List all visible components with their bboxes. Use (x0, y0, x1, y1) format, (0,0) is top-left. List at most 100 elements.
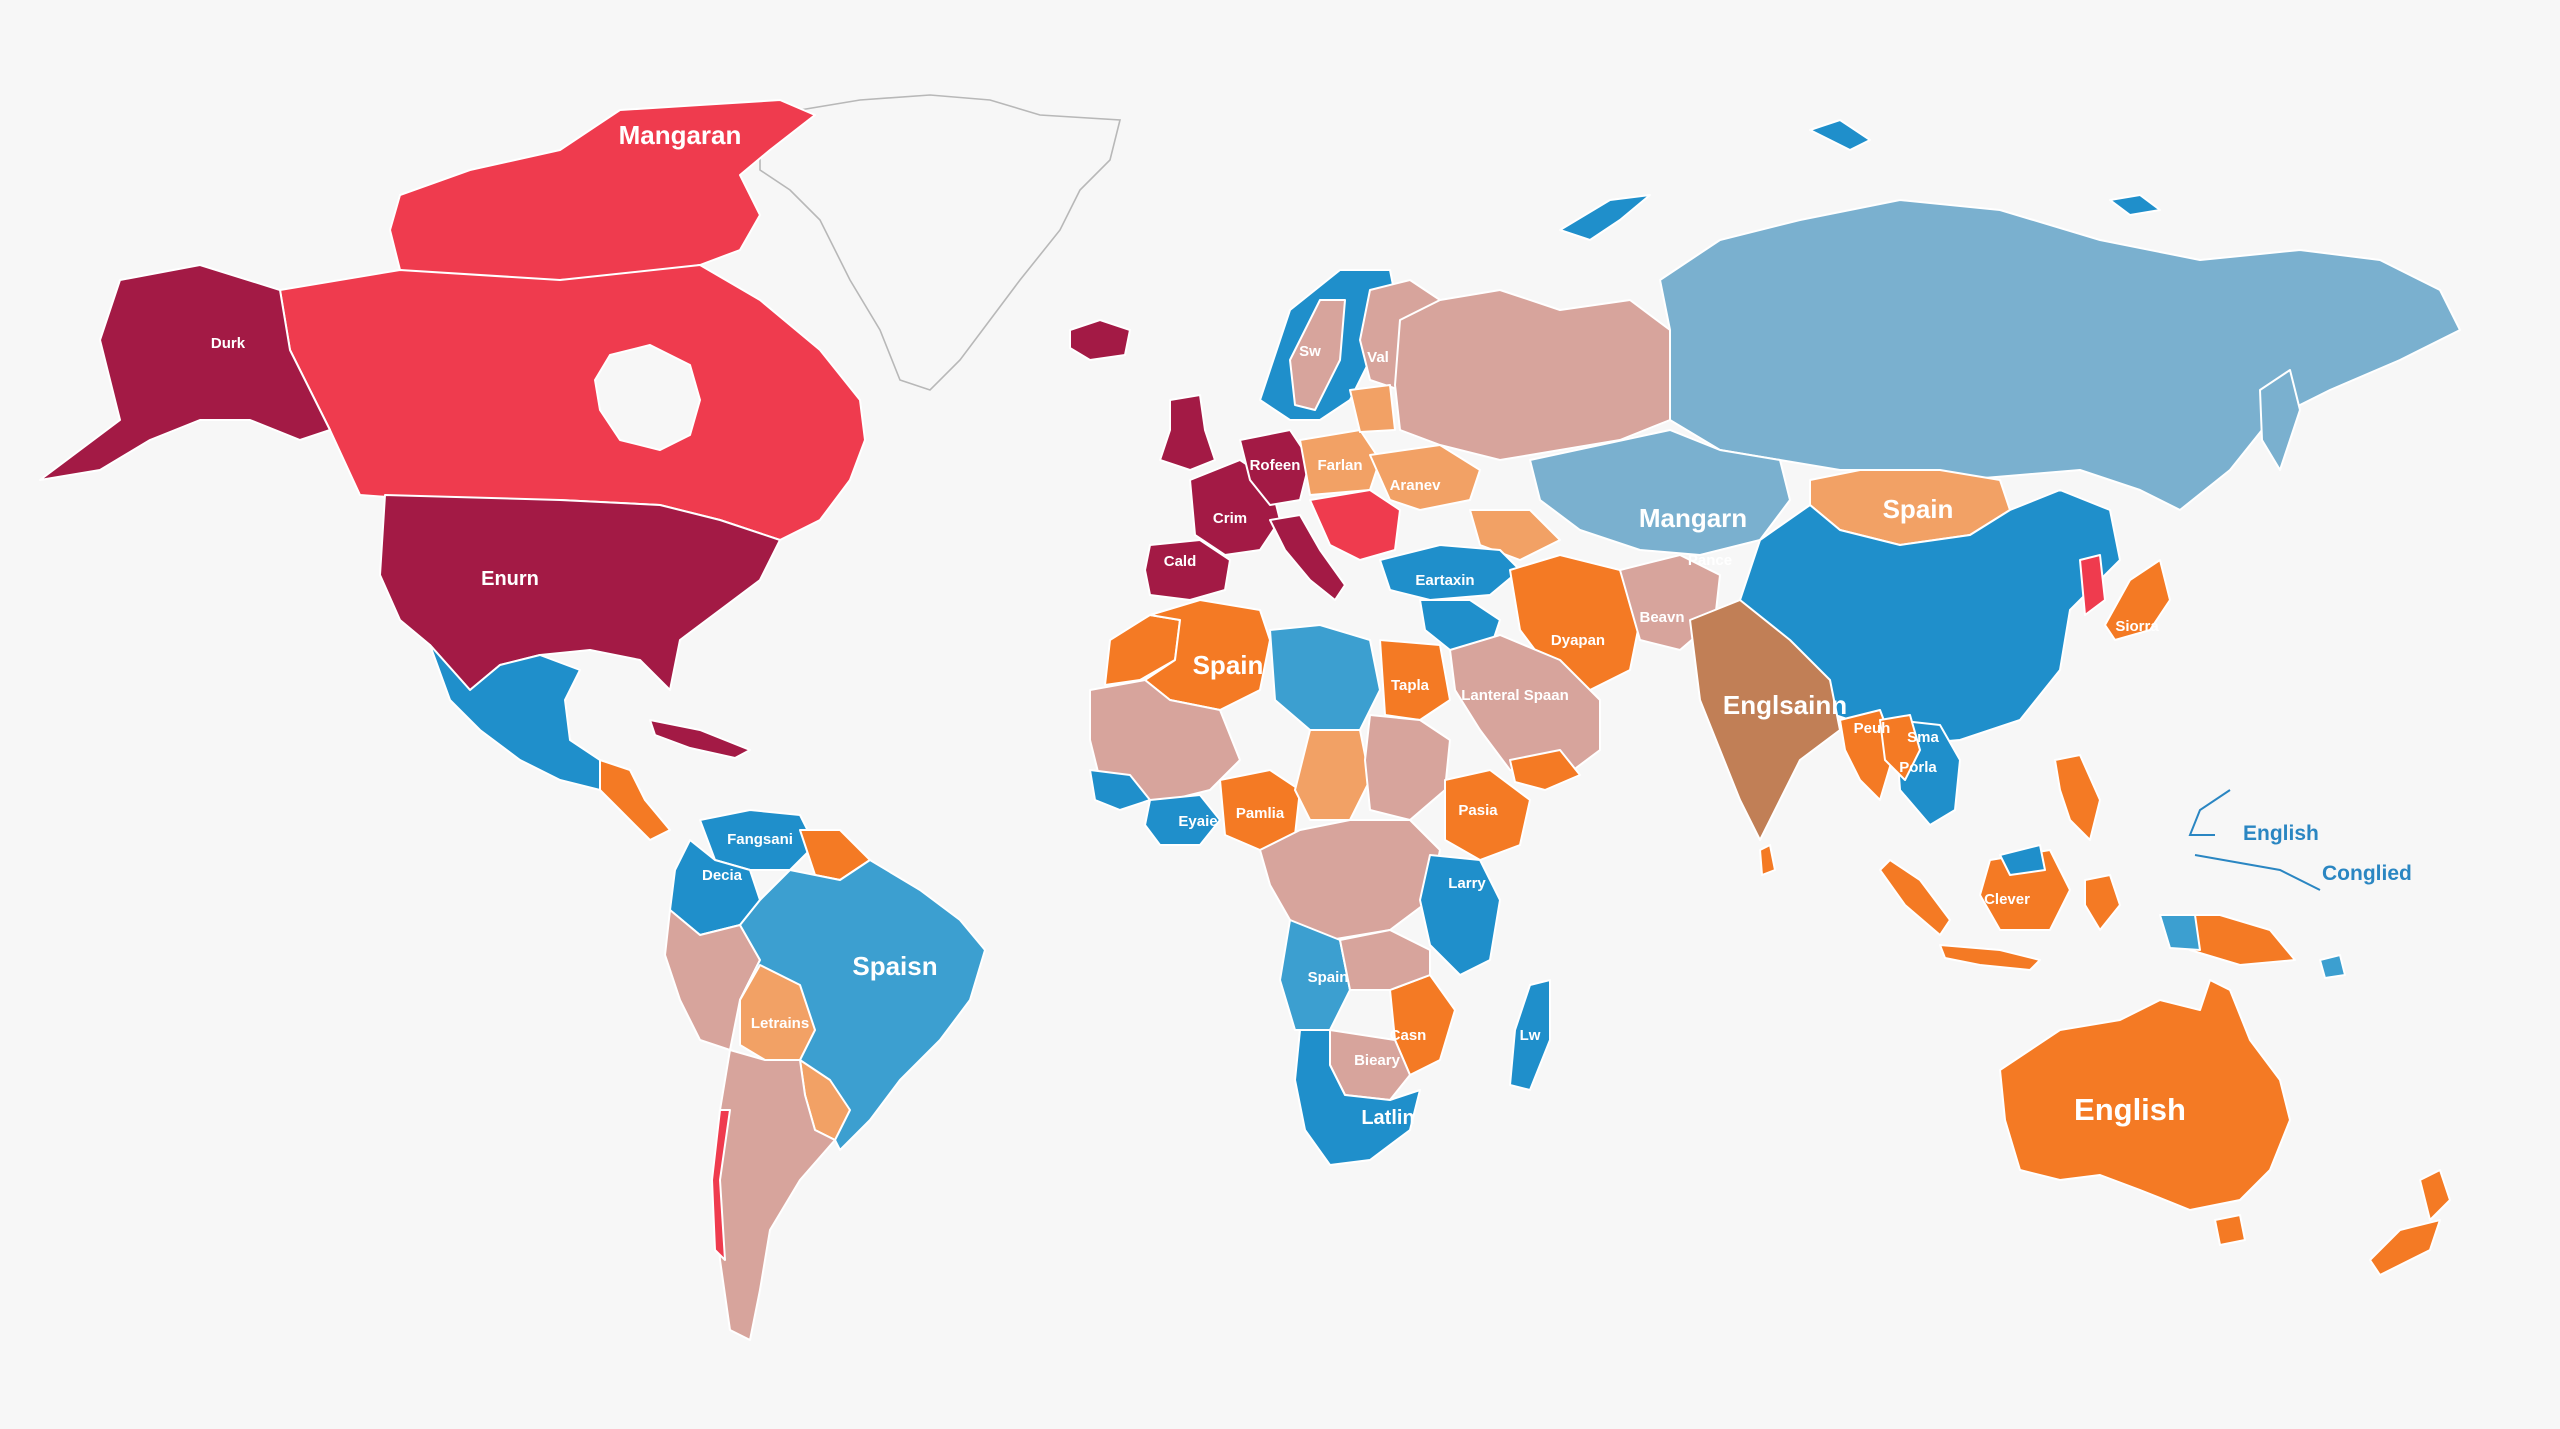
callout-label-english: English (2243, 822, 2319, 845)
region-arctic-islands-3 (2109, 194, 2161, 216)
label-colombia: Decia (702, 867, 743, 884)
region-philippines (2054, 754, 2101, 841)
label-caucasus: Pance (1688, 552, 1732, 569)
region-caucasus (1469, 509, 1561, 561)
label-poland: Farlan (1317, 457, 1362, 474)
region-thailand (1879, 714, 1921, 781)
label-madagascar: Lw (1520, 1027, 1541, 1044)
label-mongolia: Spain (1883, 494, 1954, 524)
region-hudson-bay (594, 344, 701, 451)
label-nigeria: Pamlia (1236, 805, 1285, 822)
label-india: Englsainn (1723, 690, 1847, 720)
region-libya (1269, 624, 1381, 731)
region-chile (711, 1109, 731, 1261)
greenland-outline (759, 94, 1122, 391)
label-angola: Spain (1308, 969, 1349, 986)
region-balkans (1309, 489, 1401, 561)
region-chad (1294, 729, 1371, 821)
region-tasmania (2214, 1214, 2246, 1246)
region-germany (1239, 429, 1311, 506)
region-kamchatka (2259, 369, 2301, 471)
region-borneo-north (1999, 844, 2046, 876)
region-caribbean (649, 719, 751, 759)
label-thailand: Sma (1907, 729, 1939, 746)
label-afghanistan: Beavn (1639, 609, 1684, 626)
label-cambodia: Porla (1899, 759, 1937, 776)
region-arctic-islands (1559, 194, 1651, 241)
region-kazakhstan (1529, 429, 1791, 556)
region-sudan (1364, 714, 1451, 821)
region-sweden-inner (1289, 299, 1346, 411)
region-baltics (1349, 384, 1396, 433)
label-arabia: Lanteral Spaan (1461, 687, 1569, 704)
region-borneo (1979, 849, 2071, 931)
region-usa (379, 494, 781, 691)
region-senegal (1089, 769, 1151, 811)
region-uk (1159, 394, 1216, 471)
callout-line-1 (2188, 789, 2231, 836)
region-sulawesi (2084, 874, 2121, 931)
callout-line-2 (2194, 854, 2321, 891)
region-zambia (1339, 929, 1431, 991)
label-australia: English (2074, 1092, 2186, 1127)
region-ivory-coast (1144, 794, 1221, 846)
region-japan (2104, 559, 2171, 641)
region-india (1689, 599, 1841, 841)
region-russia-west (1394, 289, 1671, 461)
label-botswana: Bieary (1354, 1052, 1401, 1069)
region-kenya (1419, 854, 1501, 976)
region-canada-north (389, 99, 816, 286)
label-germany: Rofeen (1250, 457, 1301, 474)
region-java (1939, 944, 2041, 971)
label-bolivia: Letrains (751, 1015, 809, 1032)
label-iran: Dyapan (1551, 632, 1605, 649)
region-new-zealand-south (2369, 1219, 2441, 1276)
label-south-africa: Latlin (1361, 1107, 1414, 1129)
region-new-guinea-west (2159, 914, 2201, 951)
label-france: Crim (1213, 510, 1247, 527)
label-kazakhstan: Mangarn (1639, 503, 1747, 533)
label-mozambique: Casn (1390, 1027, 1427, 1044)
label-venezuela: Fangsani (727, 831, 793, 848)
label-brazil: Spaisn (852, 951, 937, 981)
label-ukraine: Aranev (1390, 477, 1442, 494)
label-myanmar: Peuh (1854, 720, 1891, 737)
region-sumatra (1879, 859, 1951, 936)
label-algeria: Spain (1193, 650, 1264, 680)
region-new-zealand-north (2419, 1169, 2451, 1221)
region-west-africa (1089, 679, 1241, 801)
region-alaska (39, 264, 331, 481)
label-canada-north: Mangaran (619, 120, 742, 150)
region-canada (279, 264, 866, 541)
region-poland (1299, 429, 1381, 496)
label-kenya: Larry (1448, 875, 1486, 892)
label-usa: Enurn (481, 568, 539, 590)
region-pacific-islands (2319, 954, 2346, 979)
region-arctic-islands-2 (1809, 119, 1871, 151)
label-scandinavia: Sw (1299, 343, 1321, 360)
region-central-america (599, 759, 671, 841)
callout-label-conglied: Conglied (2322, 862, 2412, 885)
region-ethiopia (1444, 769, 1531, 861)
region-australia (1999, 979, 2291, 1211)
region-south-africa (1294, 1029, 1421, 1166)
region-korea (2079, 554, 2106, 616)
label-indonesia: Clever (1984, 891, 2030, 908)
label-alaska: Durk (211, 335, 246, 352)
label-turkey: Eartaxin (1415, 572, 1474, 589)
region-madagascar (1509, 979, 1551, 1091)
region-iberia (1144, 539, 1231, 601)
label-egypt: Tapla (1391, 677, 1430, 694)
label-iberia: Cald (1164, 553, 1197, 570)
label-ethiopia: Pasia (1458, 802, 1498, 819)
region-peru (664, 909, 761, 1051)
label-ivory-coast: Eyaie (1178, 813, 1217, 830)
region-iceland (1069, 319, 1131, 361)
region-yemen (1509, 749, 1581, 791)
region-sri-lanka (1759, 844, 1776, 876)
label-finland: Val (1367, 349, 1389, 366)
region-central-africa (1259, 819, 1441, 941)
region-egypt (1379, 639, 1451, 721)
region-bolivia (739, 964, 816, 1061)
